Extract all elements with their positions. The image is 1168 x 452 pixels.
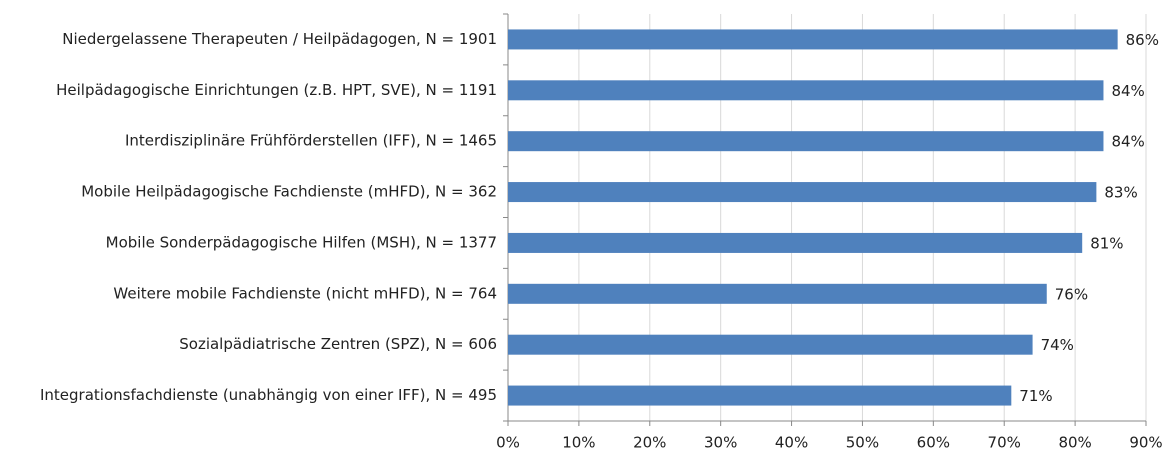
bar — [508, 283, 1047, 304]
x-tick-label: 40% — [775, 434, 808, 452]
y-tick-label: Integrationsfachdienste (unabhängig von … — [40, 386, 497, 404]
data-label: 81% — [1090, 234, 1123, 252]
bar — [508, 334, 1033, 355]
x-tick-label: 60% — [917, 434, 950, 452]
data-label: 71% — [1019, 387, 1052, 405]
data-label: 84% — [1111, 82, 1144, 100]
data-label: 83% — [1104, 184, 1137, 202]
bar — [508, 182, 1097, 203]
x-tick-label: 30% — [704, 434, 737, 452]
x-tick-label: 10% — [562, 434, 595, 452]
bar — [508, 80, 1104, 101]
x-tick-label: 90% — [1129, 434, 1162, 452]
x-tick-label: 0% — [496, 434, 520, 452]
bar — [508, 232, 1083, 253]
y-tick-label: Weitere mobile Fachdienste (nicht mHFD),… — [113, 284, 497, 302]
x-tick-label: 80% — [1058, 434, 1091, 452]
y-tick-label: Heilpädagogische Einrichtungen (z.B. HPT… — [56, 81, 497, 99]
x-tick-label: 70% — [988, 434, 1021, 452]
bar — [508, 385, 1012, 406]
x-tick-label: 20% — [633, 434, 666, 452]
data-label: 74% — [1041, 336, 1074, 354]
data-label: 84% — [1111, 133, 1144, 151]
y-tick-label: Interdisziplinäre Frühförderstellen (IFF… — [125, 132, 497, 150]
y-tick-label: Mobile Heilpädagogische Fachdienste (mHF… — [81, 183, 497, 201]
y-tick-label: Niedergelassene Therapeuten / Heilpädago… — [62, 30, 497, 48]
data-label: 86% — [1126, 31, 1159, 49]
data-label: 76% — [1055, 285, 1088, 303]
x-tick-label: 50% — [846, 434, 879, 452]
bar — [508, 131, 1104, 152]
bar — [508, 29, 1118, 50]
y-tick-label: Mobile Sonderpädagogische Hilfen (MSH), … — [106, 233, 497, 251]
y-tick-label: Sozialpädiatrische Zentren (SPZ), N = 60… — [179, 335, 497, 353]
